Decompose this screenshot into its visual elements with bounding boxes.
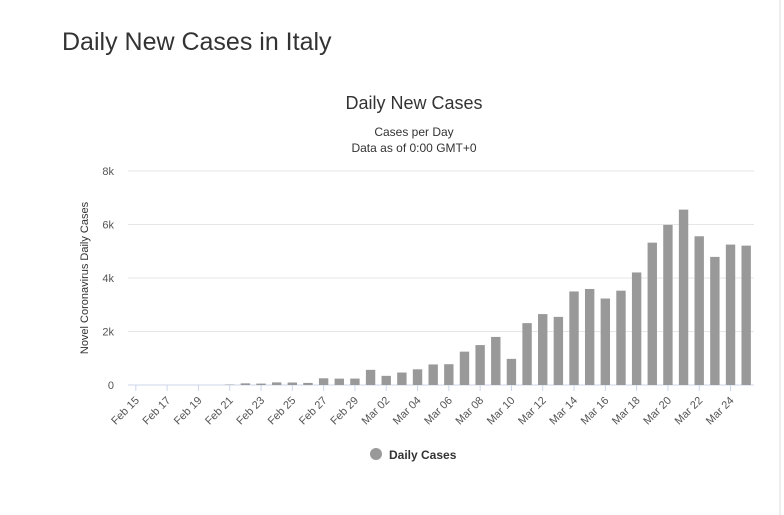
x-tick-label: Mar 14 — [547, 395, 580, 428]
page-title: Daily New Cases in Italy — [62, 28, 332, 56]
chart-title: Daily New Cases — [345, 93, 482, 113]
y-tick-label: 6k — [102, 220, 114, 232]
bar — [522, 323, 532, 385]
y-tick-label: 4k — [102, 273, 114, 285]
x-tick-label: Mar 12 — [516, 395, 549, 428]
bar — [741, 245, 751, 385]
bar — [678, 209, 689, 385]
bar — [491, 336, 501, 385]
chart-subtitle: Cases per Day — [374, 125, 453, 139]
x-tick-label: Mar 18 — [610, 395, 643, 428]
x-tick-label: Mar 06 — [422, 395, 455, 428]
bar — [725, 244, 736, 385]
x-tick-label: Mar 16 — [579, 395, 612, 428]
x-tick-label: Mar 22 — [673, 395, 706, 428]
x-tick-label: Mar 10 — [485, 395, 518, 428]
bar — [240, 383, 251, 385]
x-tick-label: Feb 15 — [109, 395, 142, 428]
bar — [271, 382, 282, 385]
x-tick-label: Feb 21 — [203, 395, 236, 428]
bar — [631, 272, 642, 385]
bar — [428, 364, 438, 385]
bar — [553, 316, 564, 385]
bar — [506, 358, 517, 385]
y-tick-label: 2k — [102, 327, 114, 339]
bar — [318, 378, 329, 385]
x-tick-label: Mar 20 — [641, 395, 674, 428]
bar — [397, 372, 407, 385]
y-tick-label: 0 — [108, 380, 114, 392]
bar — [303, 382, 313, 385]
bar — [381, 375, 391, 385]
bar — [538, 314, 548, 385]
bar — [475, 345, 485, 385]
x-tick-label: Mar 04 — [391, 395, 424, 428]
x-tick-label: Feb 27 — [297, 395, 330, 428]
bar — [600, 298, 611, 385]
x-tick-label: Feb 29 — [328, 395, 361, 428]
x-tick-label: Feb 25 — [266, 395, 299, 428]
bar — [569, 291, 579, 385]
bar — [256, 383, 266, 385]
bar — [710, 256, 720, 385]
x-tick-label: Feb 19 — [172, 395, 205, 428]
x-tick-label: Feb 23 — [234, 395, 267, 428]
bar — [412, 369, 423, 385]
bar — [616, 290, 626, 385]
chart-subtitle: Data as of 0:00 GMT+0 — [351, 141, 476, 155]
bar — [663, 224, 673, 385]
bar — [334, 378, 344, 385]
bar — [444, 364, 454, 385]
x-tick-label: Mar 24 — [704, 395, 737, 428]
y-tick-label: 8k — [102, 166, 114, 178]
legend-marker — [370, 448, 382, 460]
bar — [647, 242, 657, 385]
bar — [365, 369, 376, 385]
x-tick-label: Feb 17 — [141, 395, 174, 428]
bar — [584, 288, 595, 385]
bar — [350, 378, 360, 385]
bar — [694, 236, 704, 385]
x-tick-label: Mar 02 — [360, 395, 393, 428]
bar — [287, 382, 298, 385]
bar — [459, 351, 470, 385]
x-tick-label: Mar 08 — [454, 395, 487, 428]
legend-label: Daily Cases — [389, 448, 457, 462]
y-axis-label: Novel Coronavirus Daily Cases — [79, 201, 91, 354]
